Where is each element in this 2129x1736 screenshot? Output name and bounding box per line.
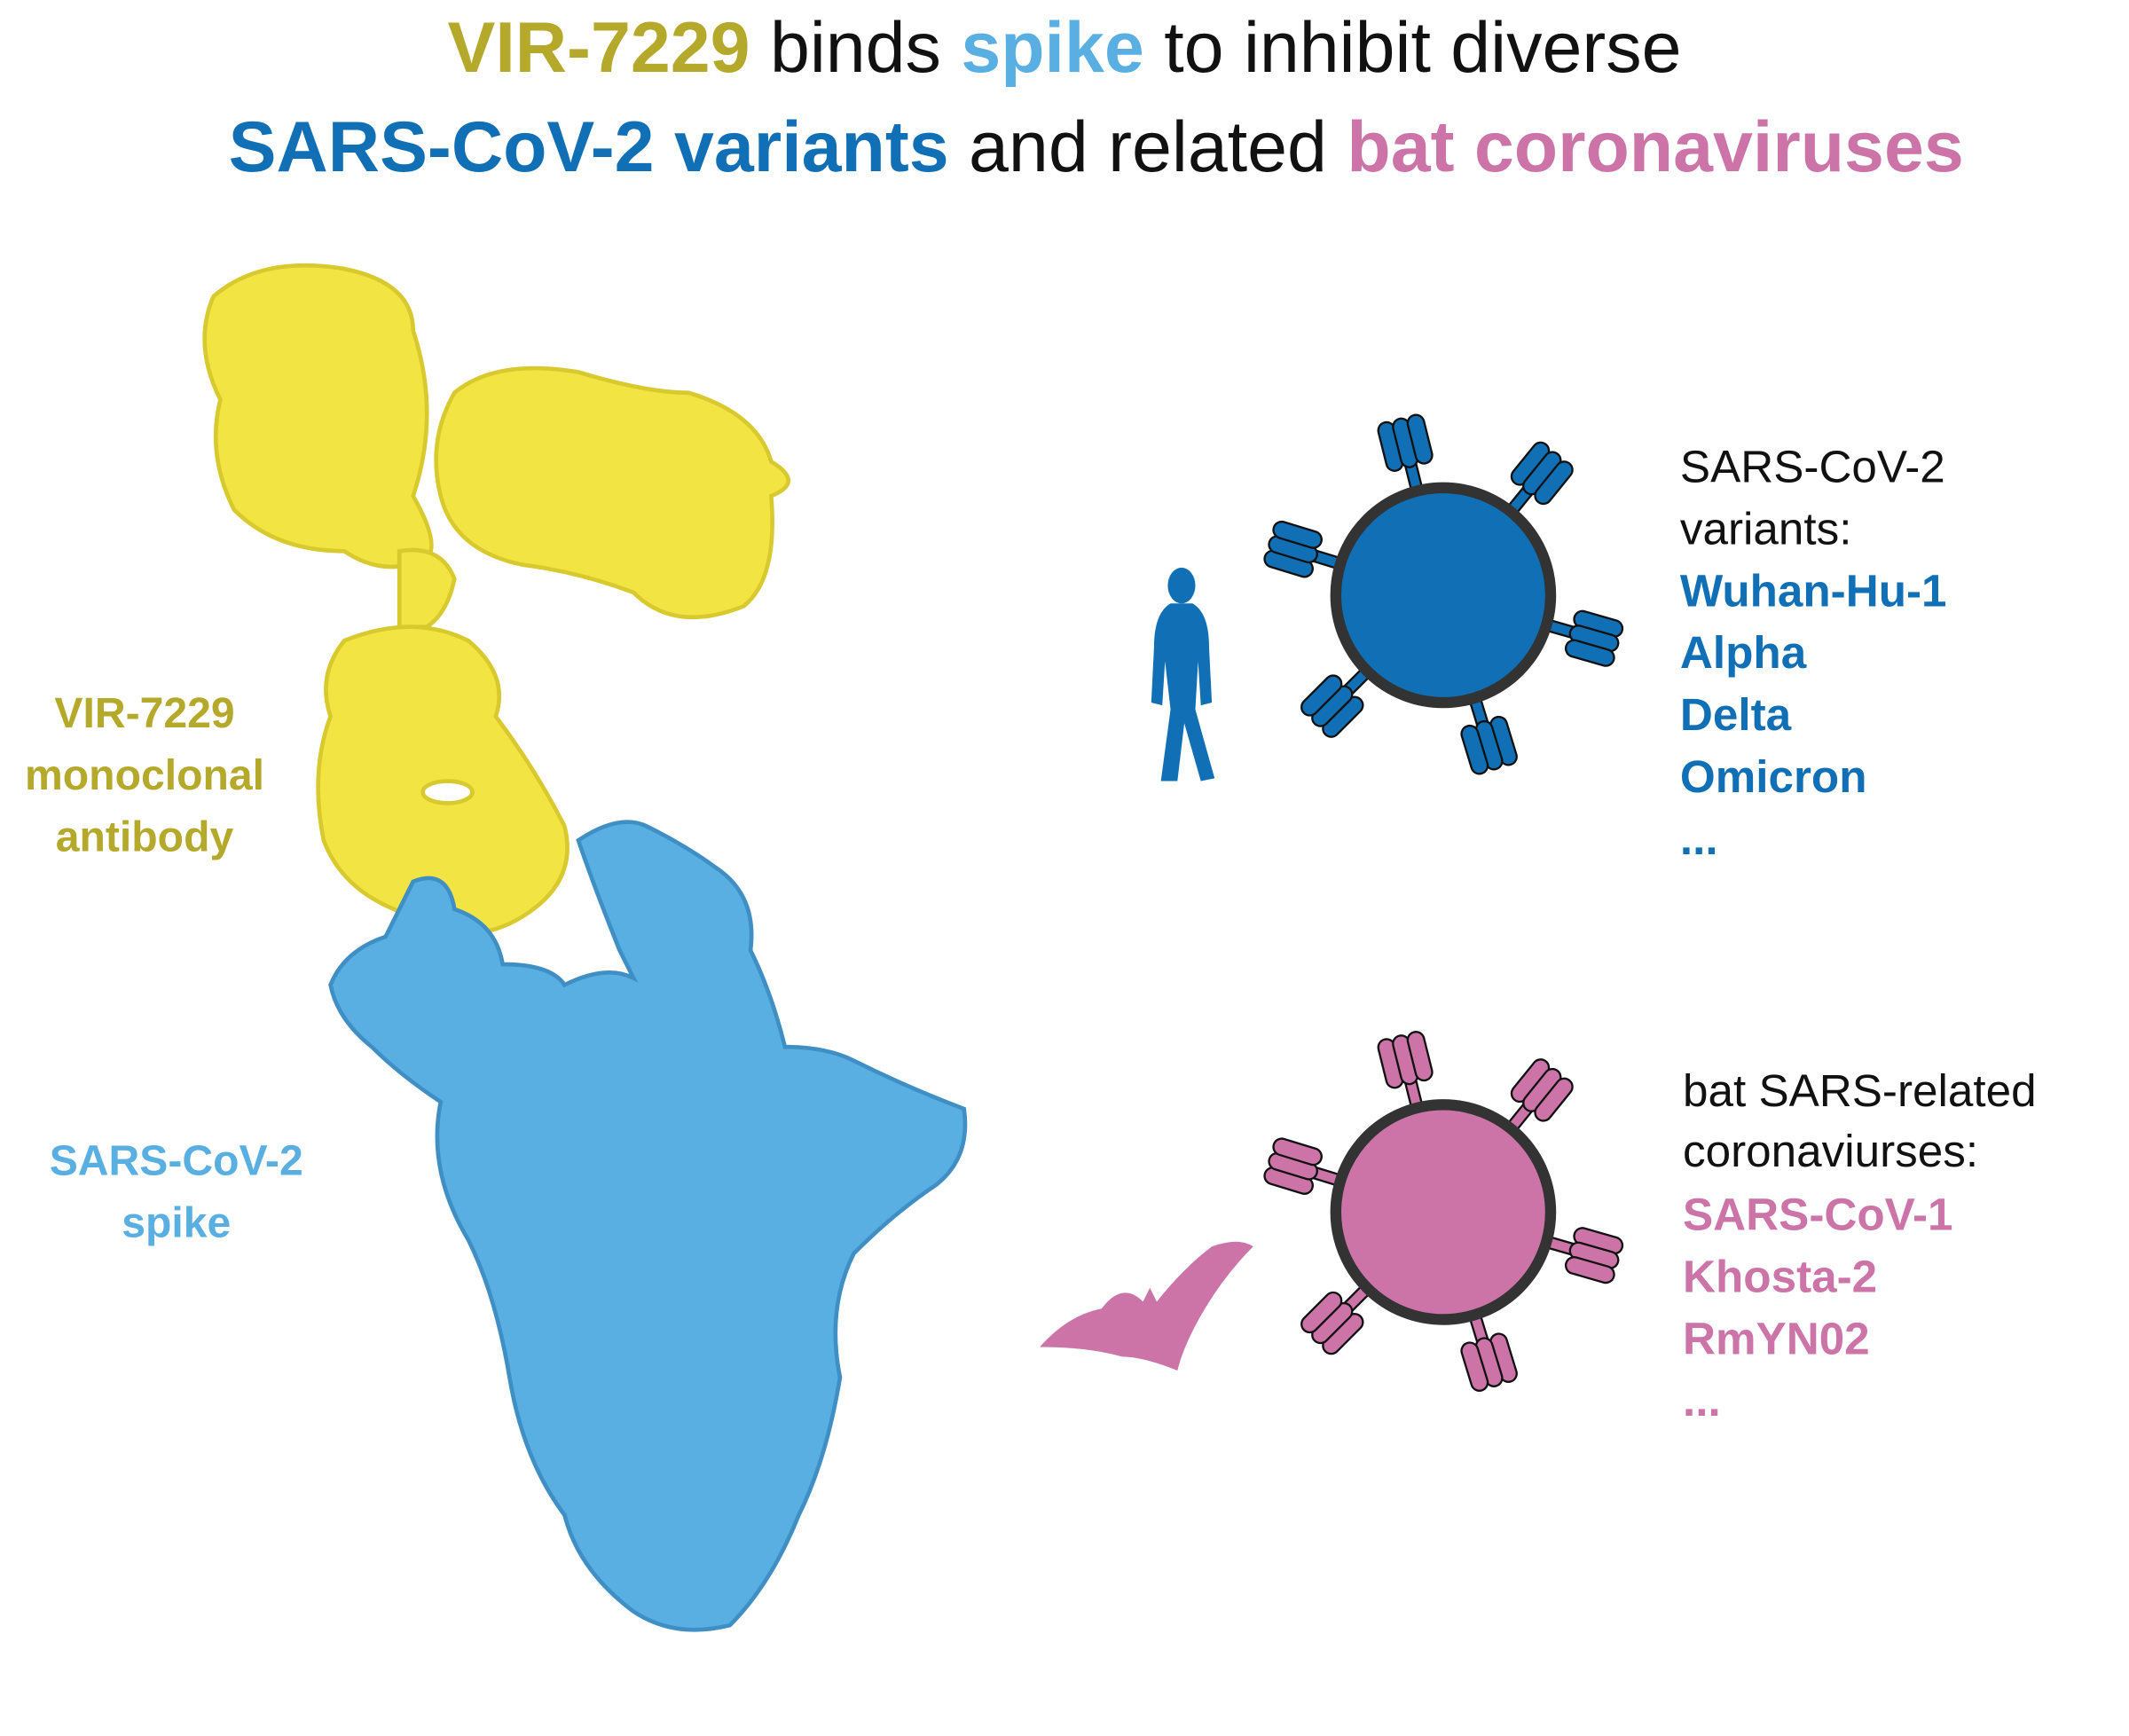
spike-protein: [1460, 692, 1518, 775]
spike-lobe: [1534, 460, 1574, 506]
spike-structure: [328, 820, 968, 1632]
title-word: bat coronaviruses: [1347, 107, 1963, 187]
title-word: SARS-CoV-2 variants: [229, 107, 949, 187]
human-silhouette: [1151, 567, 1215, 782]
title-word: binds: [770, 8, 941, 88]
variants-heading: SARS-CoV-2: [1680, 442, 1945, 492]
virus-body: [1330, 1099, 1557, 1325]
bat-virus: [1263, 1031, 1624, 1392]
spike-lobe: [1272, 520, 1323, 549]
title-word: VIR-7229: [448, 8, 750, 88]
bat-virus-name: Khosta-2: [1683, 1251, 1877, 1301]
virus-body: [1330, 482, 1557, 709]
spike-lobe: [1300, 674, 1343, 717]
antibody-structure: [202, 263, 790, 936]
variant-name: Wuhan-Hu-1: [1680, 565, 1947, 616]
spike-lobe: [1406, 1031, 1434, 1082]
variant-name: ...: [1680, 813, 1718, 864]
variant-virus: [1263, 413, 1624, 775]
spike-lobe: [1406, 413, 1434, 465]
bat-silhouette: [1040, 1241, 1253, 1371]
antibody-label: antibody: [56, 813, 234, 861]
spike-lobe: [1460, 724, 1489, 775]
antibody-label: monoclonal: [25, 751, 264, 799]
title-word: spike: [961, 8, 1143, 88]
spike-protein: [1263, 520, 1347, 578]
spike-label: spike: [122, 1198, 231, 1246]
variants-heading: variants:: [1680, 504, 1852, 554]
spike-lobe: [1564, 1256, 1615, 1284]
spike-protein: [1263, 1137, 1347, 1195]
variant-name: Omicron: [1680, 751, 1867, 802]
variant-name: Delta: [1680, 689, 1792, 740]
variant-name: Alpha: [1680, 627, 1807, 678]
title-word: and related: [969, 107, 1327, 187]
spike-lobe: [1460, 1341, 1489, 1392]
spike-lobe: [1564, 639, 1615, 667]
spike-lobe: [1300, 1291, 1343, 1334]
bat-virus-name: SARS-CoV-1: [1683, 1190, 1953, 1240]
bat-heading: bat SARS-related: [1683, 1065, 2037, 1116]
variant-list: Wuhan-Hu-1 Alpha Delta Omicron...: [1680, 565, 1947, 863]
spike-protein: [1541, 1227, 1624, 1284]
spike-label: SARS-CoV-2: [50, 1137, 303, 1185]
spike-lobe: [1272, 1137, 1323, 1166]
spike-protein: [1300, 1280, 1375, 1355]
title-line-1: VIR-7229 binds spike to inhibit diverse: [448, 8, 1682, 88]
title-line-2: SARS-CoV-2 variants and related bat coro…: [229, 107, 1964, 187]
bat-heading: coronaviurses:: [1683, 1126, 1978, 1176]
spike-lobe: [1534, 1077, 1574, 1122]
title-word: to inhibit diverse: [1164, 8, 1681, 88]
bat-list: SARS-CoV-1 Khosta-2 RmYN02...: [1683, 1190, 1953, 1426]
bat-virus-name: RmYN02: [1683, 1313, 1870, 1363]
bat-virus-name: ...: [1683, 1375, 1721, 1426]
antibody-label: VIR-7229: [54, 689, 234, 737]
